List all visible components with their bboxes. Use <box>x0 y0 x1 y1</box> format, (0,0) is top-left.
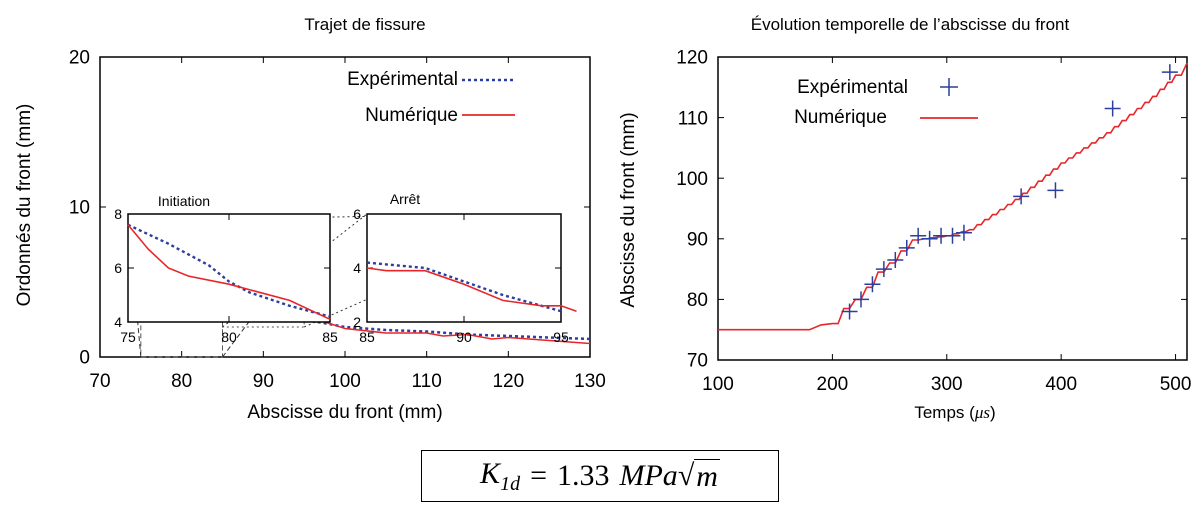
left-axis-ticks: 70 80 90 100 110 120 130 0 10 20 <box>69 48 606 392</box>
inset1-x-tick-label: 85 <box>359 329 375 345</box>
figure-canvas: Trajet de fissure Ordonnés du front (mm)… <box>14 15 1191 423</box>
right-x-axis-label: Temps (μs) <box>914 403 995 422</box>
inset1-x-tick-label: 95 <box>553 329 569 345</box>
right-series-experimental-marker <box>898 239 915 256</box>
left-y-tick-label: 10 <box>69 198 90 219</box>
left-x-tick-label: 110 <box>412 371 442 392</box>
formula-unit: MPa <box>619 459 678 492</box>
formula-value: 1.33 <box>556 459 610 492</box>
formula-lhs: K1d <box>480 457 520 496</box>
inset1-y-tick-label: 4 <box>353 260 361 276</box>
right-series-experimental-marker <box>1047 182 1064 199</box>
right-x-axis-label-close: ) <box>990 403 996 422</box>
left-x-tick-label: 90 <box>253 371 274 392</box>
inset1-series-numerical <box>366 267 577 312</box>
right-series-experimental-marker <box>864 276 881 293</box>
inset1-y-tick-label: 6 <box>353 206 361 222</box>
right-x-tick-label: 500 <box>1160 374 1192 395</box>
left-legend-label-numerical: Numérique <box>365 105 458 126</box>
left-legend-label-experimental: Expérimental <box>347 69 458 90</box>
inset-initiation-ticks: 75 80 85 4 6 8 <box>114 206 338 345</box>
inset-arret-frame <box>366 213 562 323</box>
left-y-axis-label: Ordonnés du front (mm) <box>14 104 35 307</box>
inset-initiation: Initiation 75 80 85 4 6 8 <box>114 193 338 345</box>
formula-variable: K <box>480 456 501 490</box>
right-y-axis-label: Abscisse du front (mm) <box>618 112 639 307</box>
right-axis-ticks: 100 200 300 400 500 70 80 90 100 110 120 <box>676 48 1191 395</box>
right-y-tick-label: 120 <box>676 48 708 69</box>
left-y-tick-label: 0 <box>79 348 90 369</box>
inset-arret: Arrêt 85 90 95 2 4 6 <box>353 191 577 345</box>
crack-path-chart: Trajet de fissure Ordonnés du front (mm)… <box>14 15 606 423</box>
inset0-y-tick-label: 4 <box>114 314 122 330</box>
front-evolution-chart: Évolution temporelle de l’abscisse du fr… <box>618 15 1191 422</box>
left-x-tick-label: 100 <box>329 371 361 392</box>
left-chart-title: Trajet de fissure <box>304 15 425 34</box>
right-plot-frame <box>717 56 1188 361</box>
right-series-experimental-marker <box>910 227 927 244</box>
formula-box: K1d = 1.33 MPa √ m <box>421 450 779 502</box>
left-x-tick-label: 120 <box>492 371 524 392</box>
formula-equals: = <box>530 459 547 492</box>
inset0-y-tick-label: 8 <box>114 206 122 222</box>
right-x-tick-label: 400 <box>1045 374 1077 395</box>
left-x-tick-label: 70 <box>89 371 110 392</box>
left-x-axis-label: Abscisse du front (mm) <box>247 402 442 423</box>
right-y-tick-label: 70 <box>687 351 708 372</box>
inset1-y-tick-label: 2 <box>353 314 361 330</box>
right-series-numerical <box>718 62 1188 331</box>
inset0-x-tick-label: 75 <box>120 329 136 345</box>
inset0-x-tick-label: 80 <box>221 329 237 345</box>
left-legend: Expérimental Numérique <box>347 69 515 126</box>
inset-arret-series <box>366 261 577 313</box>
right-legend: Expérimental Numérique <box>794 77 978 128</box>
right-series-group <box>718 62 1188 331</box>
formula-sqrt: √ <box>677 459 695 492</box>
inset0-y-tick-label: 6 <box>114 260 122 276</box>
right-series-experimental-marker <box>944 227 961 244</box>
inset-arret-title: Arrêt <box>390 191 420 207</box>
inset1-series-experimental <box>366 261 562 313</box>
right-series-experimental-marker <box>841 303 858 320</box>
right-y-tick-label: 90 <box>687 229 708 250</box>
right-chart-title: Évolution temporelle de l’abscisse du fr… <box>751 15 1070 34</box>
right-series-experimental-marker <box>921 230 938 247</box>
right-series-experimental-marker <box>887 252 904 269</box>
right-legend-swatch-experimental <box>940 78 958 96</box>
formula-sqrt-arg: m <box>694 458 720 493</box>
left-x-tick-label: 80 <box>171 371 192 392</box>
inset1-x-tick-label: 90 <box>456 329 472 345</box>
left-y-tick-label: 20 <box>69 48 90 69</box>
left-x-tick-label: 130 <box>574 371 606 392</box>
right-series-experimental-marker <box>852 291 869 308</box>
right-y-tick-label: 110 <box>678 108 708 129</box>
right-x-axis-label-text: Temps ( <box>914 403 975 422</box>
inset-initiation-title: Initiation <box>158 193 210 209</box>
right-x-tick-label: 100 <box>702 374 734 395</box>
right-legend-label-numerical: Numérique <box>794 107 887 128</box>
right-x-tick-label: 300 <box>931 374 963 395</box>
right-x-tick-label: 200 <box>817 374 849 395</box>
right-x-axis-label-unit: μs <box>974 403 991 422</box>
inset0-series-numerical <box>127 224 331 321</box>
right-series-experimental-marker <box>875 261 892 278</box>
right-series-experimental-marker <box>1104 100 1121 117</box>
right-series-experimental-marker <box>1161 64 1178 81</box>
formula-subscript: 1d <box>500 472 521 495</box>
inset0-x-tick-label: 85 <box>322 329 338 345</box>
right-y-tick-label: 80 <box>687 290 708 311</box>
inset-initiation-series <box>127 223 331 321</box>
right-series-experimental-marker <box>1013 188 1030 205</box>
right-y-tick-label: 100 <box>676 169 708 190</box>
right-legend-label-experimental: Expérimental <box>797 77 908 98</box>
right-series-experimental-marker <box>955 224 972 241</box>
inset0-series-experimental <box>127 223 331 318</box>
